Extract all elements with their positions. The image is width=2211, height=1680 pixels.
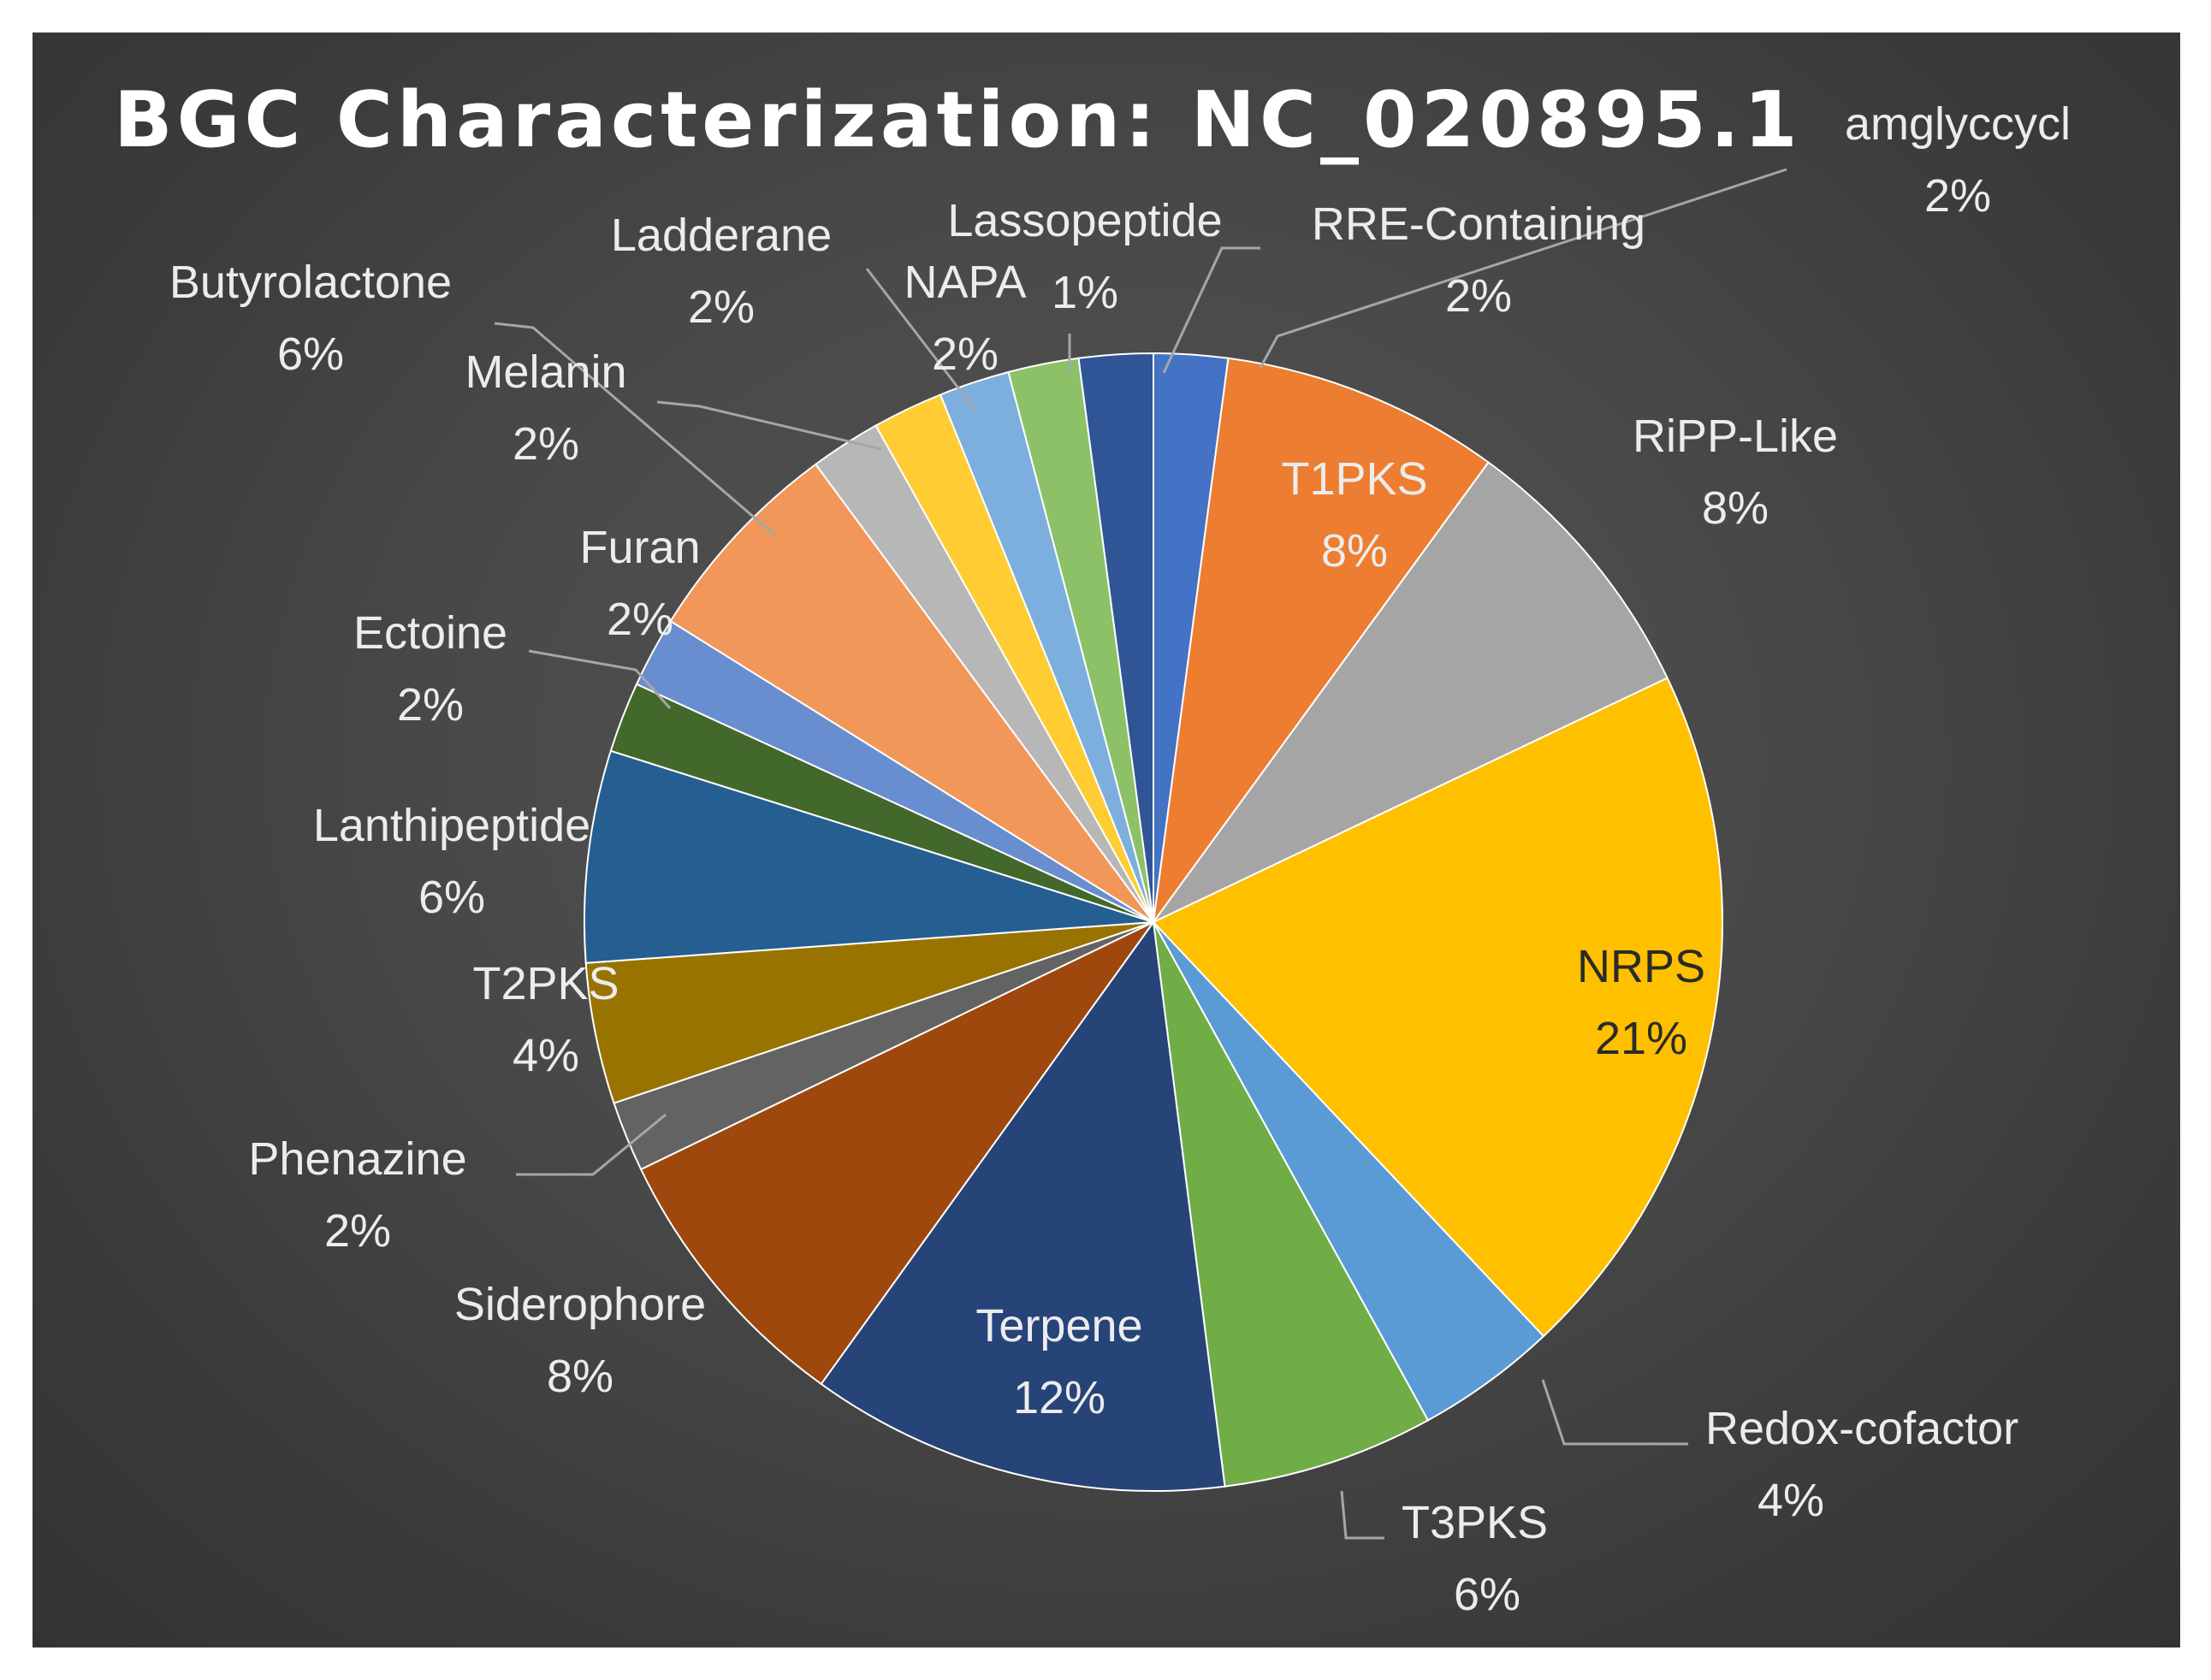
slice-percent-redox-cofactor: 4%: [1758, 1475, 1824, 1526]
slice-percent-ectoine: 2%: [397, 679, 464, 731]
slice-label-t1pks: T1PKS: [1281, 453, 1427, 505]
slice-percent-napa: 2%: [932, 328, 999, 380]
slice-percent-nrps: 21%: [1595, 1013, 1687, 1064]
slice-label-lassopeptide: Lassopeptide: [947, 195, 1222, 246]
slice-percent-rre-containing: 2%: [1445, 270, 1512, 322]
slice-percent-lassopeptide: 1%: [1052, 267, 1118, 318]
chart-frame: BGC Characterization: NC_020895.1 amglyc…: [33, 33, 2180, 1647]
slice-label-t2pks: T2PKS: [472, 958, 619, 1009]
slice-label-ectoine: Ectoine: [353, 607, 507, 659]
chart-title: BGC Characterization: NC_020895.1: [114, 75, 1802, 165]
leader-line-napa: [865, 268, 978, 412]
slice-label-terpene: Terpene: [975, 1300, 1142, 1352]
slice-label-lanthipeptide: Lanthipeptide: [313, 800, 590, 851]
leader-line-phenazine: [516, 1113, 667, 1176]
pie-slice-lanthipeptide: [584, 749, 1154, 964]
slice-percent-t2pks: 4%: [513, 1030, 579, 1081]
slice-percent-t3pks: 6%: [1454, 1569, 1520, 1620]
slice-label-t3pks: T3PKS: [1402, 1497, 1548, 1548]
slice-percent-terpene: 12%: [1013, 1372, 1106, 1423]
leader-line-redox-cofactor: [1541, 1379, 1688, 1446]
slice-percent-lanthipeptide: 6%: [418, 872, 485, 923]
pie-slice-ripp-like: [1153, 461, 1669, 923]
pie-slice-terpene: [820, 920, 1226, 1492]
slice-label-siderophore: Siderophore: [454, 1279, 706, 1330]
pie-slice-siderophore: [639, 921, 1154, 1386]
slice-percent-amglyccycl: 2%: [1924, 170, 1991, 222]
leader-line-t3pks: [1340, 1490, 1384, 1540]
slice-label-ripp-like: RiPP-Like: [1633, 411, 1838, 462]
slice-percent-ripp-like: 8%: [1702, 482, 1769, 534]
leader-line-rre-containing: [1162, 246, 1260, 374]
slice-percent-siderophore: 8%: [547, 1351, 614, 1402]
slice-label-ladderane: Ladderane: [611, 210, 832, 261]
slice-label-melanin: Melanin: [465, 346, 626, 398]
leader-line-melanin: [656, 400, 882, 451]
slice-label-butyrolactone: Butyrolactone: [169, 257, 452, 308]
leader-line-amglyccycl: [1259, 168, 1787, 369]
slice-label-furan: Furan: [579, 522, 700, 573]
slice-percent-phenazine: 2%: [324, 1205, 391, 1257]
pie-slice-t3pks: [1153, 921, 1430, 1488]
slice-percent-ladderane: 2%: [688, 281, 755, 333]
leader-line-butyrolactone: [494, 322, 776, 537]
slice-label-amglyccycl: amglyccycl: [1845, 98, 2071, 150]
pie-slice-butyrolactone: [669, 463, 1154, 923]
slice-label-rre-containing: RRE-Containing: [1312, 198, 1645, 250]
slice-percent-melanin: 2%: [513, 418, 579, 470]
pie-slice-rre-containing: [1077, 352, 1154, 923]
leader-line-ectoine: [528, 649, 672, 709]
pie-chart: amglyccycl 2% T1PKS 8% RiPP-Like 8% NRPS 21% Red…: [169, 98, 2071, 1620]
slice-label-redox-cofactor: Redox-cofactor: [1705, 1403, 2018, 1454]
slice-label-napa: NAPA: [904, 257, 1026, 308]
pie-slice-t1pks: [1153, 357, 1490, 923]
slice-percent-furan: 2%: [607, 594, 673, 645]
slice-label-phenazine: Phenazine: [248, 1133, 466, 1185]
pie-slice-nrps: [1152, 677, 1723, 1338]
slice-percent-t1pks: 8%: [1321, 525, 1388, 577]
slice-percent-butyrolactone: 6%: [277, 328, 344, 380]
slice-label-nrps: NRPS: [1577, 941, 1705, 992]
